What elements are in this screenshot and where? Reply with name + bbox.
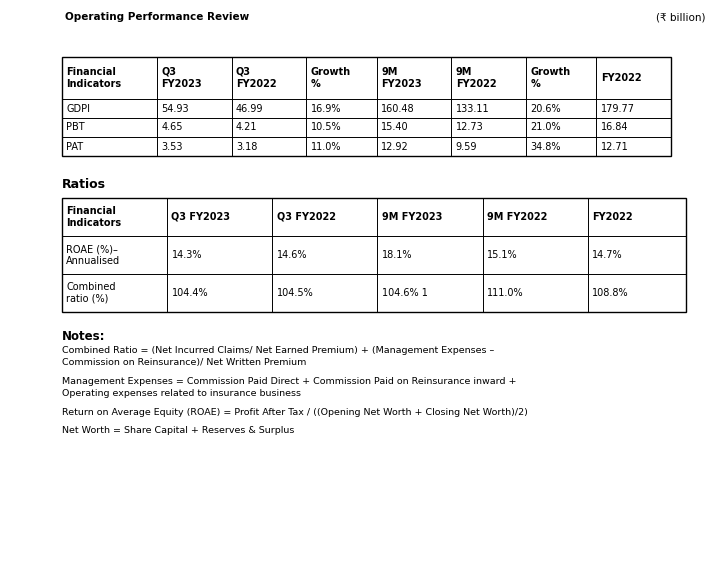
Text: 108.8%: 108.8% (592, 288, 629, 298)
Text: Q3
FY2022: Q3 FY2022 (236, 67, 277, 89)
Text: 104.5%: 104.5% (277, 288, 313, 298)
Text: Financial
Indicators: Financial Indicators (67, 206, 122, 228)
Text: 9M FY2022: 9M FY2022 (487, 212, 547, 222)
Text: 16.84: 16.84 (601, 122, 628, 133)
Text: 4.21: 4.21 (236, 122, 257, 133)
Text: 12.71: 12.71 (601, 141, 629, 151)
Text: 9.59: 9.59 (456, 141, 477, 151)
Text: FY2022: FY2022 (601, 73, 642, 83)
Text: 3.53: 3.53 (162, 141, 183, 151)
Text: 9M FY2023: 9M FY2023 (382, 212, 442, 222)
Text: Return on Average Equity (ROAE) = Profit After Tax / ((Opening Net Worth + Closi: Return on Average Equity (ROAE) = Profit… (62, 408, 528, 417)
Text: Net Worth = Share Capital + Reserves & Surplus: Net Worth = Share Capital + Reserves & S… (62, 426, 294, 435)
Text: PAT: PAT (67, 141, 83, 151)
Text: 111.0%: 111.0% (487, 288, 523, 298)
Text: 14.6%: 14.6% (277, 250, 307, 260)
Text: Management Expenses = Commission Paid Direct + Commission Paid on Reinsurance in: Management Expenses = Commission Paid Di… (62, 377, 516, 398)
Text: 104.4%: 104.4% (172, 288, 208, 298)
Text: 179.77: 179.77 (601, 104, 634, 113)
Text: 12.92: 12.92 (381, 141, 409, 151)
Text: 133.11: 133.11 (456, 104, 489, 113)
Text: 14.7%: 14.7% (592, 250, 623, 260)
Text: 34.8%: 34.8% (531, 141, 561, 151)
Text: 11.0%: 11.0% (311, 141, 341, 151)
Text: 104.6% 1: 104.6% 1 (382, 288, 428, 298)
Text: 4.65: 4.65 (162, 122, 183, 133)
Text: Q3 FY2023: Q3 FY2023 (172, 212, 231, 222)
Text: 18.1%: 18.1% (382, 250, 413, 260)
Bar (62, 57, 671, 156)
Text: 9M
FY2023: 9M FY2023 (381, 67, 422, 89)
Text: 54.93: 54.93 (162, 104, 189, 113)
Text: 12.73: 12.73 (456, 122, 484, 133)
Text: 16.9%: 16.9% (311, 104, 341, 113)
Bar (62, 198, 686, 312)
Text: (₹ billion): (₹ billion) (655, 12, 705, 22)
Text: 21.0%: 21.0% (531, 122, 561, 133)
Text: Combined Ratio = (Net Incurred Claims/ Net Earned Premium) + (Management Expense: Combined Ratio = (Net Incurred Claims/ N… (62, 346, 494, 367)
Text: Combined
ratio (%): Combined ratio (%) (67, 282, 116, 304)
Text: PBT: PBT (67, 122, 85, 133)
Text: Ratios: Ratios (62, 178, 106, 191)
Text: ROAE (%)–
Annualised: ROAE (%)– Annualised (67, 244, 120, 266)
Text: 9M
FY2022: 9M FY2022 (456, 67, 497, 89)
Text: 10.5%: 10.5% (311, 122, 341, 133)
Text: Financial
Indicators: Financial Indicators (67, 67, 122, 89)
Text: 14.3%: 14.3% (172, 250, 202, 260)
Text: Growth
%: Growth % (531, 67, 571, 89)
Text: 15.40: 15.40 (381, 122, 409, 133)
Text: 46.99: 46.99 (236, 104, 263, 113)
Text: Q3
FY2023: Q3 FY2023 (162, 67, 202, 89)
Text: 160.48: 160.48 (381, 104, 415, 113)
Text: Notes:: Notes: (62, 330, 106, 343)
Text: 20.6%: 20.6% (531, 104, 561, 113)
Text: Q3 FY2022: Q3 FY2022 (277, 212, 336, 222)
Text: FY2022: FY2022 (592, 212, 633, 222)
Text: Growth
%: Growth % (311, 67, 351, 89)
Text: GDPI: GDPI (67, 104, 91, 113)
Text: 3.18: 3.18 (236, 141, 257, 151)
Text: 15.1%: 15.1% (487, 250, 518, 260)
Text: Operating Performance Review: Operating Performance Review (65, 12, 249, 22)
